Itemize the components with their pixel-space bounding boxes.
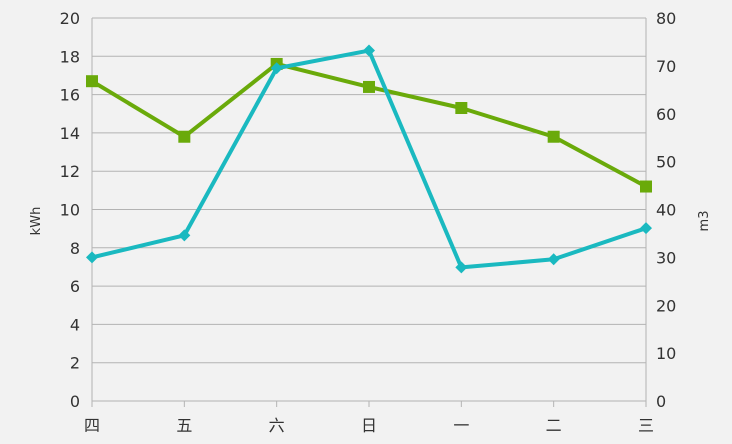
x-tick-label-1: 五 bbox=[176, 416, 192, 435]
series-1-point-2 bbox=[270, 62, 283, 75]
x-axis-tick-labels: 四五六日一二三 bbox=[84, 416, 654, 435]
series-0-point-4 bbox=[455, 102, 468, 115]
right-tick-label-6: 60 bbox=[656, 105, 676, 124]
series-1-point-4 bbox=[455, 261, 468, 274]
x-tick-label-2: 六 bbox=[269, 416, 285, 435]
left-tick-label-5: 10 bbox=[60, 201, 80, 220]
left-axis-tick-labels: 0 2 4 6 8 10 12 14 16 18 20 bbox=[60, 9, 80, 411]
x-tick-label-4: 一 bbox=[453, 416, 469, 435]
series-layer bbox=[86, 44, 652, 274]
right-tick-label-5: 50 bbox=[656, 153, 676, 172]
x-tick-label-3: 日 bbox=[361, 416, 377, 435]
series-1 bbox=[86, 44, 652, 274]
right-tick-label-1: 10 bbox=[656, 344, 676, 363]
series-0-point-6 bbox=[640, 180, 652, 193]
left-tick-label-7: 14 bbox=[60, 124, 80, 143]
left-tick-label-0: 0 bbox=[70, 392, 80, 411]
left-tick-label-1: 2 bbox=[70, 354, 80, 373]
right-tick-label-4: 40 bbox=[656, 201, 676, 220]
series-0-point-3 bbox=[363, 80, 375, 93]
right-axis-tick-labels: 0 10 20 30 40 50 60 70 80 bbox=[656, 9, 676, 411]
left-tick-label-9: 18 bbox=[60, 47, 80, 66]
left-tick-label-4: 8 bbox=[70, 239, 80, 258]
series-1-point-6 bbox=[640, 222, 652, 235]
x-tick-label-5: 二 bbox=[546, 416, 562, 435]
x-tick-label-6: 三 bbox=[638, 416, 654, 435]
left-tick-label-10: 20 bbox=[60, 9, 80, 28]
series-0-point-0 bbox=[86, 75, 98, 88]
series-0-point-5 bbox=[547, 130, 560, 143]
right-tick-label-0: 0 bbox=[656, 392, 666, 411]
series-0-point-1 bbox=[178, 130, 191, 143]
right-tick-label-8: 80 bbox=[656, 9, 676, 28]
left-tick-label-3: 6 bbox=[70, 277, 80, 296]
series-1-point-3 bbox=[363, 44, 375, 57]
right-tick-label-7: 70 bbox=[656, 57, 676, 76]
left-tick-label-8: 16 bbox=[60, 86, 80, 105]
series-1-point-1 bbox=[178, 229, 191, 242]
right-tick-label-3: 30 bbox=[656, 248, 676, 267]
series-1-point-5 bbox=[547, 253, 560, 266]
right-tick-label-2: 20 bbox=[656, 296, 676, 315]
left-tick-label-6: 12 bbox=[60, 162, 80, 181]
series-1-point-0 bbox=[86, 251, 98, 264]
x-tick-label-0: 四 bbox=[84, 416, 100, 435]
left-tick-label-2: 4 bbox=[70, 315, 80, 334]
right-axis-title: m3 bbox=[697, 211, 712, 232]
left-axis-title: kWh bbox=[29, 207, 44, 236]
